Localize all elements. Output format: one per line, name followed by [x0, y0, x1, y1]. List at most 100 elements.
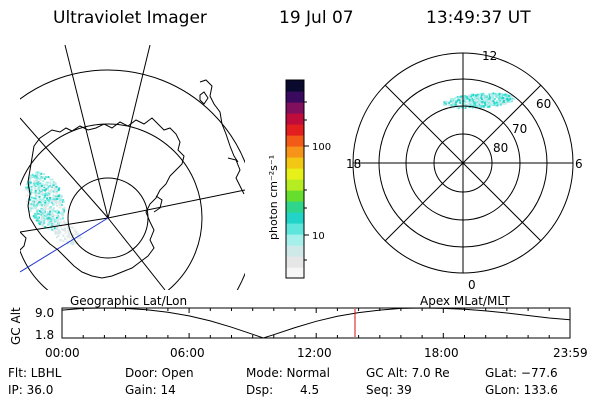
aurora-pixel: [51, 201, 53, 204]
aurora-pixel: [74, 232, 77, 235]
aurora-pixel: [483, 99, 486, 102]
aurora-pixel: [55, 228, 58, 230]
aurora-pixel: [52, 181, 55, 184]
aurora-pixel: [47, 214, 50, 217]
aurora-pixel: [469, 104, 472, 106]
aurora-pixel: [479, 105, 482, 108]
aurora-pixel: [473, 101, 476, 104]
aurora-pixel: [450, 104, 453, 106]
aurora-pixel: [46, 194, 49, 197]
aurora-pixel: [60, 227, 63, 230]
aurora-pixel: [63, 208, 66, 211]
aurora-pixel: [48, 223, 51, 226]
aurora-pixel: [35, 184, 38, 187]
coast-fragment: [153, 195, 163, 213]
aurora-pixel: [508, 100, 511, 103]
aurora-pixel: [491, 98, 494, 101]
aurora-pixel: [496, 93, 499, 96]
aurora-pixel: [47, 199, 50, 202]
aurora-pixel: [45, 188, 47, 191]
aurora-pixel: [35, 171, 38, 174]
aurora-pixel: [30, 204, 33, 207]
mlt-label-12: 12: [482, 49, 497, 63]
status-gain: Gain: 14: [125, 383, 176, 397]
aurora-pixel: [44, 176, 47, 179]
aurora-pixel: [29, 181, 32, 184]
aurora-pixel: [490, 98, 493, 101]
aurora-pixel: [42, 198, 45, 201]
aurora-pixel: [498, 96, 501, 99]
mlt-label-0: 0: [468, 278, 476, 292]
aurora-pixel: [49, 190, 52, 193]
aurora-pixel: [459, 96, 461, 99]
colorbar-band: [286, 135, 304, 147]
aurora-pixel: [485, 97, 488, 100]
aurora-pixel: [44, 218, 47, 221]
aurora-pixel: [65, 230, 68, 233]
aurora-pixel: [43, 177, 46, 180]
aurora-pixel: [470, 101, 473, 104]
aurora-pixel: [59, 212, 62, 215]
colorbar-band: [286, 267, 304, 279]
aurora-pixel: [499, 94, 502, 97]
colorbar-band: [286, 190, 304, 202]
aurora-pixel: [52, 213, 54, 216]
aurora-pixel: [477, 102, 480, 105]
status-ip: IP: 36.0: [8, 383, 54, 397]
aurora-pixel: [44, 194, 47, 197]
aurora-pixel: [496, 96, 499, 98]
aurora-pixel: [460, 99, 463, 102]
aurora-pixel: [452, 100, 455, 103]
aurora-pixel: [29, 203, 32, 206]
aurora-pixel: [479, 101, 482, 104]
aurora-pixel: [37, 221, 40, 224]
aurora-pixel: [53, 195, 56, 198]
aurora-pixel: [56, 227, 59, 230]
aurora-pixel: [510, 95, 513, 98]
aurora-pixel: [58, 202, 61, 205]
aurora-pixel: [472, 94, 474, 97]
aurora-pixel: [59, 201, 62, 204]
aurora-pixel: [33, 180, 36, 182]
aurora-pixel: [458, 98, 461, 101]
aurora-pixel: [486, 103, 489, 106]
aurora-pixel: [499, 99, 501, 102]
aurora-pixel: [30, 188, 33, 191]
aurora-pixel: [505, 95, 508, 97]
aurora-pixel: [40, 183, 43, 186]
aurora-pixel: [35, 182, 38, 185]
aurora-pixel: [72, 241, 75, 244]
aurora-pixel: [487, 100, 490, 103]
aurora-pixel: [42, 197, 45, 200]
aurora-pixel: [42, 176, 45, 179]
aurora-pixel: [469, 95, 472, 98]
aurora-pixel: [59, 197, 62, 200]
aurora-pixel: [71, 236, 74, 239]
aurora-pixel: [26, 194, 29, 197]
aurora-pixel: [28, 182, 31, 185]
aurora-pixel: [45, 204, 48, 207]
aurora-pixel: [507, 99, 510, 102]
aurora-pixel: [38, 195, 41, 198]
aurora-pixel: [489, 95, 492, 98]
aurora-pixel: [61, 228, 64, 231]
aurora-pixel: [57, 201, 60, 203]
mlat-label-80: 80: [493, 141, 508, 155]
aurora-pixel: [61, 214, 64, 217]
aurora-pixel: [68, 227, 71, 230]
aurora-pixel: [55, 194, 58, 197]
aurora-pixel: [493, 92, 496, 95]
aurora-pixel: [72, 243, 74, 246]
aurora-pixel: [463, 102, 466, 105]
colorbar-tick-label: 100: [312, 142, 331, 153]
aurora-pixel: [42, 210, 45, 213]
aurora-pixel: [36, 173, 39, 176]
aurora-pixel: [485, 95, 488, 98]
aurora-pixel: [32, 215, 35, 218]
aurora-pixel: [60, 223, 62, 225]
aurora-pixel: [53, 185, 56, 188]
aurora-pixel: [42, 211, 45, 214]
aurora-pixel: [35, 203, 38, 205]
aurora-pixel: [465, 101, 468, 103]
aurora-pixel: [59, 199, 62, 202]
